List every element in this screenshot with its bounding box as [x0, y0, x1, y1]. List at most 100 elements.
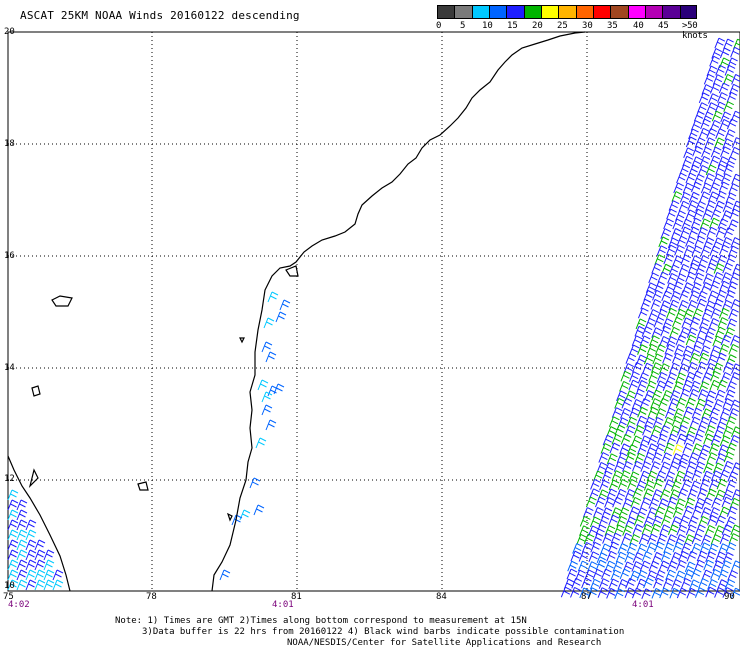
wind-barb — [715, 352, 727, 364]
wind-barb — [683, 406, 694, 418]
wind-barb — [714, 137, 725, 149]
wind-barb — [52, 569, 64, 581]
pass-time-right: 4:01 — [632, 600, 654, 610]
wind-barb — [618, 507, 630, 518]
wind-barb — [585, 496, 597, 508]
wind-barb — [718, 82, 730, 94]
wind-barb — [691, 245, 703, 257]
wind-barb — [701, 408, 713, 420]
wind-barb — [703, 433, 714, 445]
wind-barb — [711, 497, 722, 509]
wind-barb — [615, 551, 627, 563]
india-east-coast — [211, 31, 586, 592]
wind-barb — [654, 569, 666, 581]
wind-barb — [34, 549, 46, 561]
wind-barb — [669, 489, 680, 500]
wind-barb — [647, 406, 659, 418]
wind-barb — [628, 471, 640, 483]
wind-barb — [624, 551, 636, 563]
scale-swatch — [558, 5, 576, 19]
scale-label: 40 — [633, 21, 644, 31]
wind-barb — [717, 92, 728, 103]
wind-barb — [659, 300, 671, 311]
wind-barb — [664, 505, 675, 517]
wind-barb — [692, 433, 704, 445]
wind-barb — [709, 155, 721, 167]
wind-barb — [719, 280, 730, 292]
wind-barb — [7, 499, 19, 511]
wind-barb — [649, 461, 661, 472]
wind-barb — [239, 509, 251, 521]
wind-barb — [730, 298, 740, 310]
wind-barb — [676, 460, 688, 472]
wind-barb — [705, 164, 717, 176]
wind-barb — [643, 516, 654, 527]
wind-barb — [572, 543, 583, 554]
wind-barb — [707, 354, 718, 366]
wind-barb — [570, 586, 581, 598]
wind-barb — [686, 426, 697, 438]
wind-barb — [673, 182, 684, 194]
wind-barb — [700, 182, 712, 194]
wind-barb — [703, 559, 714, 571]
wind-barb — [672, 444, 684, 455]
wind-barb — [715, 551, 726, 563]
wind-barb — [682, 379, 693, 391]
wind-barb — [606, 587, 617, 599]
andaman-island — [51, 295, 73, 307]
wind-barb — [685, 172, 697, 184]
wind-barb — [667, 524, 679, 536]
wind-barb — [698, 92, 710, 104]
wind-barb — [639, 560, 651, 572]
wind-barb — [719, 57, 730, 69]
wind-barb — [672, 218, 684, 230]
wind-barb — [637, 344, 648, 355]
wind-barb — [595, 559, 607, 571]
wind-barb — [711, 48, 723, 59]
wind-barb — [613, 461, 625, 472]
wind-barb — [679, 416, 691, 427]
wind-barb — [719, 533, 731, 545]
wind-barb — [662, 380, 674, 392]
wind-barb — [707, 416, 719, 428]
wind-barb — [673, 408, 685, 419]
wind-barb — [644, 416, 655, 428]
wind-barb — [25, 559, 37, 571]
wind-barb — [722, 361, 734, 373]
wind-barb — [681, 218, 693, 230]
wind-barb — [648, 272, 659, 284]
wind-barb — [637, 443, 648, 455]
wind-barb — [653, 577, 664, 589]
wind-barb — [631, 587, 643, 599]
wind-barb — [696, 550, 708, 562]
wind-barb — [643, 353, 655, 365]
wind-barb — [701, 146, 712, 158]
wind-barb — [663, 479, 675, 490]
wind-barb — [684, 497, 696, 509]
wind-barb — [678, 200, 690, 212]
wind-barb — [731, 587, 740, 599]
wind-barb — [662, 578, 674, 589]
wind-barb — [16, 549, 28, 561]
scale-label: 35 — [607, 21, 618, 31]
wind-barb — [589, 516, 601, 528]
wind-barb — [650, 523, 662, 535]
scale-label: 25 — [557, 21, 568, 31]
wind-barb — [624, 587, 636, 599]
wind-barb — [25, 539, 37, 551]
wind-barb — [608, 479, 620, 491]
scale-swatch — [575, 5, 593, 19]
wind-barb — [655, 408, 667, 419]
wind-barb — [579, 587, 591, 599]
wind-barb — [679, 192, 691, 203]
pass-time-center: 4:01 — [272, 600, 294, 610]
wind-barb — [646, 443, 658, 454]
wind-barb — [700, 534, 712, 546]
wind-barb — [626, 416, 638, 428]
wind-barb — [608, 514, 620, 526]
wind-barb — [731, 426, 740, 437]
wind-barb — [687, 200, 699, 211]
wind-barb — [697, 326, 708, 338]
wind-barb — [707, 543, 719, 555]
wind-barb — [669, 587, 681, 599]
